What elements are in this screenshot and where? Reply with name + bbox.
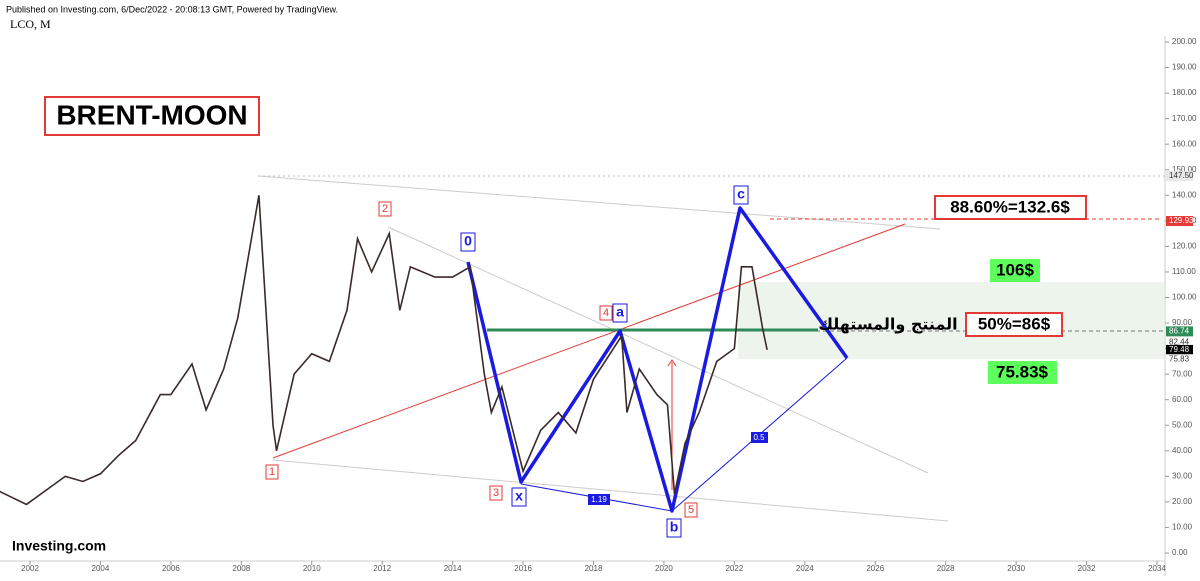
x-tick-label: 2006 <box>162 564 180 573</box>
symbol: LCO, M <box>10 17 51 31</box>
trend-line <box>387 226 929 474</box>
x-tick-label: 2034 <box>1148 564 1166 573</box>
label-box <box>934 195 1087 220</box>
lower: 75.83$ <box>996 362 1049 381</box>
y-tick-label: 120.00 <box>1172 242 1197 251</box>
point-label: 4 <box>603 307 609 319</box>
label-box <box>965 312 1063 337</box>
wave-box <box>733 185 749 205</box>
wave-box <box>460 232 476 252</box>
x-tick-label: 2012 <box>373 564 391 573</box>
price-marker <box>1166 354 1193 365</box>
arabic-label: المنتج والمستهلك <box>818 315 957 334</box>
y-tick-label: 150.00 <box>1172 165 1197 174</box>
point-label: 5 <box>688 504 694 516</box>
x-tick-label: 2004 <box>92 564 110 573</box>
y-tick-label: 160.00 <box>1172 139 1197 148</box>
pattern <box>466 206 849 513</box>
y-tick-label: 70.00 <box>1172 369 1193 378</box>
y-tick-label: 60.00 <box>1172 395 1193 404</box>
price-marker <box>1166 337 1193 348</box>
wave-label: a <box>616 304 624 320</box>
y-tick-label: 30.00 <box>1172 471 1193 480</box>
wave-label: x <box>515 488 523 504</box>
point-box <box>684 502 698 518</box>
point-box <box>489 485 503 501</box>
y-tick-label: 190.00 <box>1172 63 1197 72</box>
price-marker <box>1166 344 1193 355</box>
label-box <box>988 361 1057 384</box>
x-tick-label: 2022 <box>725 564 743 573</box>
y-tick-label: 0.00 <box>1172 548 1188 557</box>
price-marker <box>1166 171 1193 182</box>
ratio-box <box>588 494 610 505</box>
point-box <box>599 305 613 321</box>
point-label: 2 <box>382 203 388 215</box>
x-tick-label: 2026 <box>866 564 884 573</box>
y-tick-label: 90.00 <box>1172 318 1193 327</box>
y-tick-label: 100.00 <box>1172 293 1197 302</box>
published: Published on Investing.com, 6/Dec/2022 -… <box>6 4 338 14</box>
price-marker-label: 86.74 <box>1169 326 1190 335</box>
mid: 50%=86$ <box>978 314 1051 333</box>
x-tick-label: 2014 <box>444 564 462 573</box>
price-marker-label: 79.48 <box>1169 345 1190 354</box>
x-tick-label: 2020 <box>655 564 673 573</box>
price-marker-label: 147.50 <box>1169 171 1194 180</box>
price-marker-label: 129.93 <box>1169 216 1194 225</box>
trend-line <box>257 175 941 230</box>
x-tick-label: 2002 <box>21 564 39 573</box>
x-tick-label: 2016 <box>514 564 532 573</box>
wave-label: 0 <box>464 233 472 249</box>
price-marker <box>1166 326 1193 337</box>
upper: 106$ <box>996 260 1034 279</box>
label-box <box>990 259 1040 282</box>
x-tick-label: 2008 <box>232 564 250 573</box>
y-tick-label: 200.00 <box>1172 37 1197 46</box>
price-marker <box>1166 216 1193 227</box>
x-tick-label: 2030 <box>1007 564 1025 573</box>
x-tick-label: 2010 <box>303 564 321 573</box>
wave-label: b <box>670 519 679 535</box>
price-line <box>0 195 768 506</box>
y-tick-label: 10.00 <box>1172 523 1193 532</box>
point-box <box>378 201 392 217</box>
trend-line <box>272 459 949 522</box>
y-tick-label: 20.00 <box>1172 497 1193 506</box>
point-box <box>265 464 279 480</box>
y-tick-label: 140.00 <box>1172 190 1197 199</box>
wave-box <box>666 518 682 538</box>
x-tick-label: 2028 <box>937 564 955 573</box>
thin-leg <box>520 357 848 512</box>
zone <box>738 282 1165 359</box>
x-tick-label: 2018 <box>585 564 603 573</box>
y-tick-label: 110.00 <box>1172 267 1196 276</box>
price-marker-label: 75.83 <box>1169 354 1190 363</box>
y-tick-label: 40.00 <box>1172 446 1193 455</box>
ratio: 0.5 <box>753 433 765 442</box>
title: BRENT-MOON <box>56 99 247 130</box>
wave-box <box>612 303 628 323</box>
point-label: 3 <box>493 487 499 499</box>
y-tick-label: 180.00 <box>1172 88 1197 97</box>
title-box <box>44 96 260 136</box>
ratio-box <box>751 432 768 443</box>
arrow-head <box>667 359 677 367</box>
point-label: 1 <box>269 466 275 478</box>
x-tick-label: 2032 <box>1078 564 1096 573</box>
ratio: 1.19 <box>591 495 607 504</box>
red-line <box>272 223 906 459</box>
y-tick-label: 170.00 <box>1172 114 1197 123</box>
y-tick-label: 50.00 <box>1172 420 1193 429</box>
target: 88.60%=132.6$ <box>950 197 1070 216</box>
price-marker-label: 82.44 <box>1169 337 1190 346</box>
wave-label: c <box>737 186 745 202</box>
x-tick-label: 2024 <box>796 564 814 573</box>
wave-box <box>511 487 527 507</box>
logo: Investing.com <box>12 538 106 554</box>
